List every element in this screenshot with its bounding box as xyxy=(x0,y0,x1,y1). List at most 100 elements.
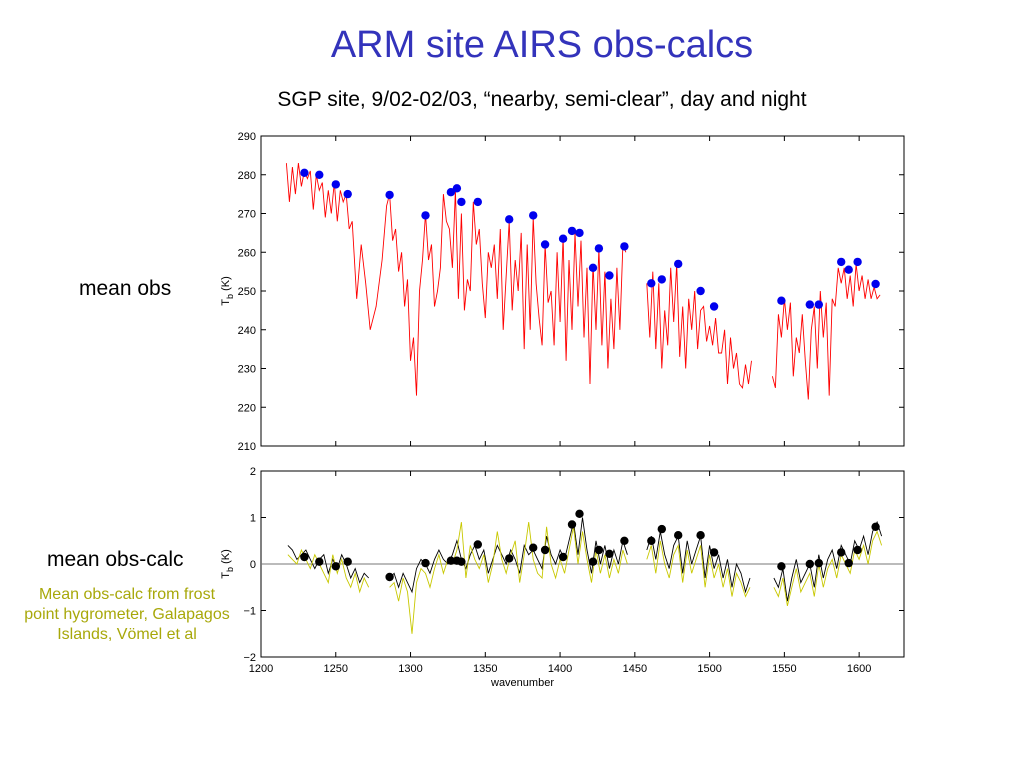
panel2-ytick-label: 2 xyxy=(250,466,256,478)
panel2-xtick-label: 1200 xyxy=(249,663,273,675)
panel2-xtick-label: 1350 xyxy=(473,663,497,675)
panel1-red-line-segment xyxy=(646,263,752,390)
panel2-black-point xyxy=(814,558,823,568)
panel1-blue-point xyxy=(853,257,862,267)
panel1-blue-point xyxy=(674,259,683,269)
panel2-xtick-label: 1250 xyxy=(324,663,348,675)
panel1-blue-point xyxy=(385,190,394,200)
panel1-ytick-label: 260 xyxy=(238,247,256,259)
panel1-blue-point xyxy=(457,197,466,207)
panel1-blue-point xyxy=(814,300,823,309)
panel1-ytick-label: 290 xyxy=(238,131,256,143)
panel1-blue-point xyxy=(777,296,786,305)
panel1-blue-point xyxy=(421,211,430,220)
panel1-blue-point xyxy=(315,170,324,179)
panel2-black-point xyxy=(385,572,394,582)
panel2-black-point xyxy=(588,557,598,566)
panel1-blue-point xyxy=(567,226,577,236)
panel2-black-point xyxy=(777,562,786,571)
panel1-blue-point xyxy=(594,244,604,253)
panel1-ytick-label: 210 xyxy=(238,441,256,453)
panel2-black-point xyxy=(709,548,719,557)
panel1-blue-point xyxy=(558,234,568,243)
panel1-ytick-label: 220 xyxy=(238,402,256,414)
panel2-black-point xyxy=(421,558,430,568)
panel2-black-point xyxy=(457,557,466,566)
panel2-black-point xyxy=(473,540,482,549)
panel2-black-point xyxy=(567,520,577,529)
panel1-blue-point xyxy=(871,279,880,289)
panel1-ytick-label: 250 xyxy=(238,286,256,298)
panel1-blue-point xyxy=(696,286,705,296)
panel1-ytick-label: 230 xyxy=(238,364,256,376)
panel1-blue-point xyxy=(837,257,846,267)
panel2-xtick-label: 1600 xyxy=(847,663,871,675)
mean-obs-label: mean obs xyxy=(79,277,172,300)
panel1-ytick-label: 240 xyxy=(238,325,256,337)
panel2-black-point xyxy=(805,559,814,569)
panel2-ytick-label: −1 xyxy=(243,606,256,618)
panel1-blue-point xyxy=(529,211,538,220)
panel1-red-line-segment xyxy=(771,263,881,400)
panel2-black-point xyxy=(575,509,584,518)
panel2-ylabel: Tb (K) xyxy=(220,549,235,578)
panel2-black-point xyxy=(300,552,309,562)
panel1-red-line-segment xyxy=(285,163,627,396)
panel2-xtick-label: 1300 xyxy=(398,663,422,675)
hygrometer-note: Mean obs-calc from frost point hygromete… xyxy=(24,586,230,643)
panel2-black-point xyxy=(853,545,862,555)
panel1-blue-point xyxy=(647,279,656,288)
panel1-blue-point xyxy=(709,302,719,311)
panel2-black-point xyxy=(343,557,352,566)
panel2-xtick-label: 1400 xyxy=(548,663,572,675)
panel1-ytick-label: 280 xyxy=(238,170,256,182)
panel2-yellow-line-segment xyxy=(646,540,751,598)
panel2-black-line-segment xyxy=(646,531,751,594)
panel1-blue-point xyxy=(605,271,614,280)
panel2-black-point xyxy=(696,531,705,540)
panel1-blue-point xyxy=(620,242,629,251)
panel2-yellow-line-segment xyxy=(773,530,883,607)
panel2-black-point xyxy=(647,536,656,545)
panel2-black-point xyxy=(657,524,666,534)
panel1-ytick-label: 270 xyxy=(238,209,256,221)
slide-title: ARM site AIRS obs-calcs xyxy=(330,24,754,66)
panel2-black-point xyxy=(558,552,568,562)
panel1-blue-point xyxy=(331,180,340,189)
panel2-black-point xyxy=(331,562,340,571)
panel2-black-point xyxy=(620,536,629,545)
panel2-black-point xyxy=(446,556,456,565)
panel2-black-point xyxy=(540,545,550,555)
panel2-xlabel: wavenumber xyxy=(490,677,554,689)
panel1-blue-point xyxy=(588,263,598,272)
panel2-black-point xyxy=(837,548,846,557)
panel2-black-point xyxy=(674,531,683,540)
panel2-xtick-label: 1500 xyxy=(697,663,721,675)
panel1-blue-point xyxy=(575,228,584,238)
panel1-blue-point xyxy=(300,168,309,177)
panel1-blue-point xyxy=(505,215,514,224)
panel2-xtick-label: 1550 xyxy=(772,663,796,675)
panel1-blue-point xyxy=(805,300,814,309)
panel2-ytick-label: 1 xyxy=(250,513,256,525)
panel2-ytick-label: −2 xyxy=(243,652,256,664)
slide-subtitle: SGP site, 9/02-02/03, “nearby, semi-clea… xyxy=(277,88,807,111)
panel1-blue-point xyxy=(540,240,550,249)
panel2-yellow-line-segment xyxy=(389,522,628,634)
panel2-black-point xyxy=(594,545,604,555)
panel1-blue-point xyxy=(473,197,482,207)
panel2-black-line-segment xyxy=(773,520,883,602)
panel2-black-point xyxy=(871,522,880,531)
panel1-blue-point xyxy=(844,265,853,274)
mean-obs-calc-label: mean obs-calc xyxy=(47,548,184,571)
panel2-black-point xyxy=(844,558,853,568)
panel1-ylabel-text: Tb (K) xyxy=(220,276,235,305)
panel2-black-point xyxy=(315,557,324,566)
panel1-blue-point xyxy=(452,184,462,193)
panel2-black-point xyxy=(529,543,538,552)
panel2-ylabel-text: Tb (K) xyxy=(220,549,235,578)
panel1-ylabel: Tb (K) xyxy=(220,276,235,305)
panel1-blue-point xyxy=(343,189,352,199)
panel2-ytick-label: 0 xyxy=(250,559,256,571)
